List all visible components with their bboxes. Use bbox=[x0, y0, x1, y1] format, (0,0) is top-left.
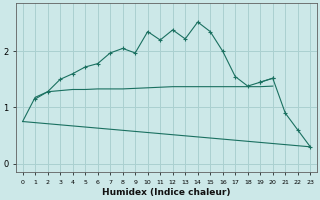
X-axis label: Humidex (Indice chaleur): Humidex (Indice chaleur) bbox=[102, 188, 231, 197]
